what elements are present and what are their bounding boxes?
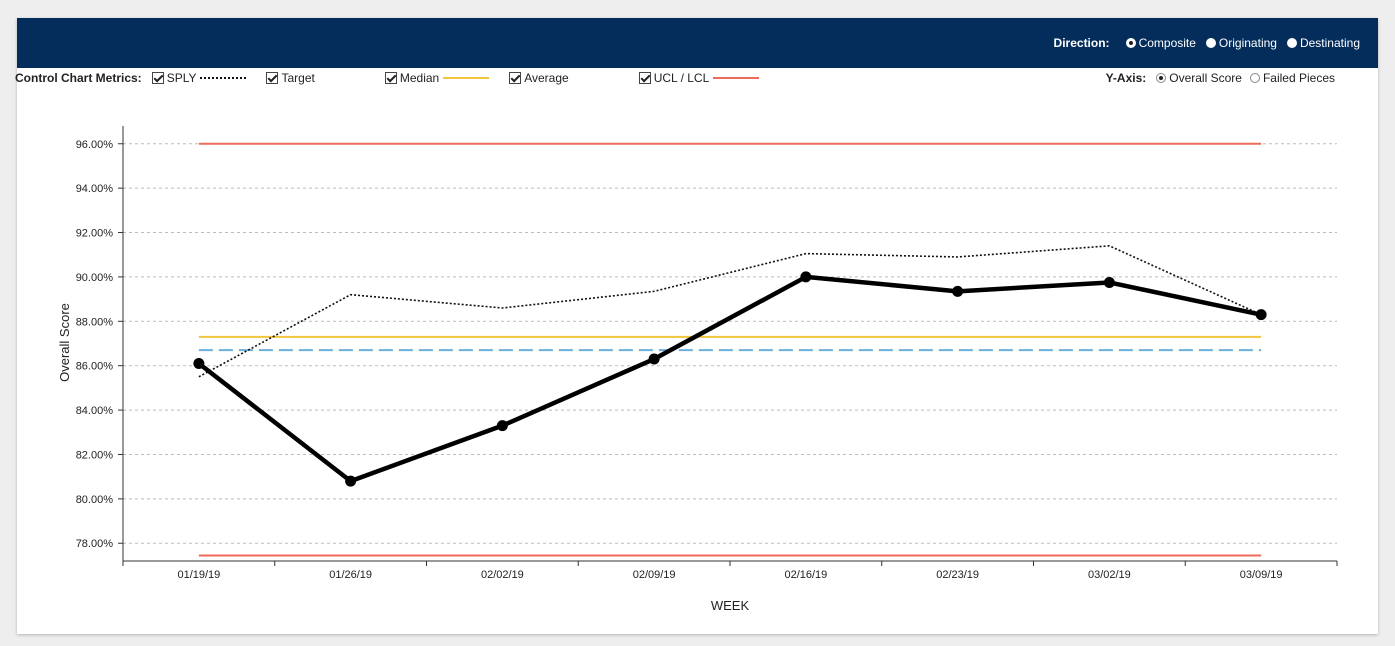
direction-option-composite[interactable]: Composite xyxy=(1125,36,1196,50)
target-checkbox[interactable] xyxy=(266,72,279,84)
average-checkbox[interactable] xyxy=(509,72,522,84)
ucl-lcl-checkbox[interactable] xyxy=(638,72,651,84)
y-axis-label: Y-Axis: xyxy=(1105,71,1147,85)
overall-score-label: Overall Score xyxy=(1169,71,1242,85)
chart-header: Direction: Composite Originating Destina… xyxy=(17,18,1378,68)
x-tick-label: 03/09/19 xyxy=(1240,569,1283,581)
y-tick-label: 78.00% xyxy=(76,538,114,550)
overall-score-point xyxy=(345,475,357,487)
y-tick-label: 88.00% xyxy=(76,316,114,328)
median-swatch xyxy=(443,77,490,79)
ucl-lcl-label: UCL / LCL xyxy=(653,71,710,85)
y-tick-label: 94.00% xyxy=(76,183,114,195)
x-tick-label: 02/09/19 xyxy=(633,569,676,581)
overall-score-point xyxy=(1255,309,1267,321)
metric-sply[interactable]: SPLY xyxy=(151,71,247,85)
metric-ucl-lcl[interactable]: UCL / LCL xyxy=(638,71,760,85)
failed-pieces-label: Failed Pieces xyxy=(1262,71,1335,85)
target-label: Target xyxy=(281,71,315,85)
metric-average[interactable]: Average xyxy=(509,71,618,85)
y-tick-label: 96.00% xyxy=(76,139,114,151)
metrics-label: Control Chart Metrics: xyxy=(15,71,142,85)
overall-score-point xyxy=(193,357,205,369)
y-tick-label: 92.00% xyxy=(76,228,114,240)
metric-target[interactable]: Target xyxy=(266,71,364,85)
y-tick-label: 80.00% xyxy=(76,494,114,506)
x-tick-label: 02/02/19 xyxy=(481,569,524,581)
sply-series-line xyxy=(198,245,1262,378)
x-tick-label: 01/26/19 xyxy=(329,569,372,581)
failed-pieces-radio[interactable] xyxy=(1249,73,1260,83)
y-axis-title: Overall Score xyxy=(57,303,72,382)
overall-score-point xyxy=(648,353,660,365)
ucl-lcl-swatch xyxy=(713,77,760,79)
destinating-label: Destinating xyxy=(1299,36,1360,50)
overall-score-point xyxy=(496,420,508,432)
composite-radio[interactable] xyxy=(1125,38,1136,48)
average-label: Average xyxy=(524,71,569,85)
metric-median[interactable]: Median xyxy=(384,71,490,85)
x-axis-title: WEEK xyxy=(711,598,750,613)
x-tick-label: 02/23/19 xyxy=(936,569,979,581)
y-tick-label: 86.00% xyxy=(76,361,114,373)
destinating-radio[interactable] xyxy=(1286,38,1297,48)
originating-label: Originating xyxy=(1218,36,1277,50)
sply-label: SPLY xyxy=(166,71,197,85)
y-tick-label: 84.00% xyxy=(76,405,114,417)
overall-score-series-line xyxy=(197,274,1262,484)
sply-swatch xyxy=(200,77,247,79)
chart-toolbar: Control Chart Metrics: SPLY Target Media… xyxy=(0,68,1361,88)
median-checkbox[interactable] xyxy=(384,72,397,84)
overall-score-point xyxy=(1103,276,1115,288)
y-tick-label: 82.00% xyxy=(76,449,114,461)
x-tick-label: 03/02/19 xyxy=(1088,569,1131,581)
y-tick-label: 90.00% xyxy=(76,272,114,284)
direction-selector: Direction: Composite Originating Destina… xyxy=(1054,36,1360,50)
direction-option-destinating[interactable]: Destinating xyxy=(1286,36,1360,50)
sply-checkbox[interactable] xyxy=(151,72,164,84)
x-tick-label: 01/19/19 xyxy=(177,569,220,581)
yaxis-option-failed-pieces[interactable]: Failed Pieces xyxy=(1249,71,1335,85)
x-tick-label: 02/16/19 xyxy=(784,569,827,581)
direction-label: Direction: xyxy=(1053,36,1110,50)
overall-score-point xyxy=(952,285,964,297)
direction-option-originating[interactable]: Originating xyxy=(1205,36,1277,50)
median-label: Median xyxy=(399,71,440,85)
overall-score-radio[interactable] xyxy=(1156,73,1167,83)
control-chart-metrics: Control Chart Metrics: SPLY Target Media… xyxy=(15,71,779,85)
y-axis-selector: Y-Axis: Overall Score Failed Pieces xyxy=(1106,71,1339,85)
originating-radio[interactable] xyxy=(1205,38,1216,48)
yaxis-option-overall-score[interactable]: Overall Score xyxy=(1156,71,1242,85)
overall-score-point xyxy=(800,271,812,283)
composite-label: Composite xyxy=(1138,36,1196,50)
control-chart-card: Direction: Composite Originating Destina… xyxy=(17,18,1378,634)
